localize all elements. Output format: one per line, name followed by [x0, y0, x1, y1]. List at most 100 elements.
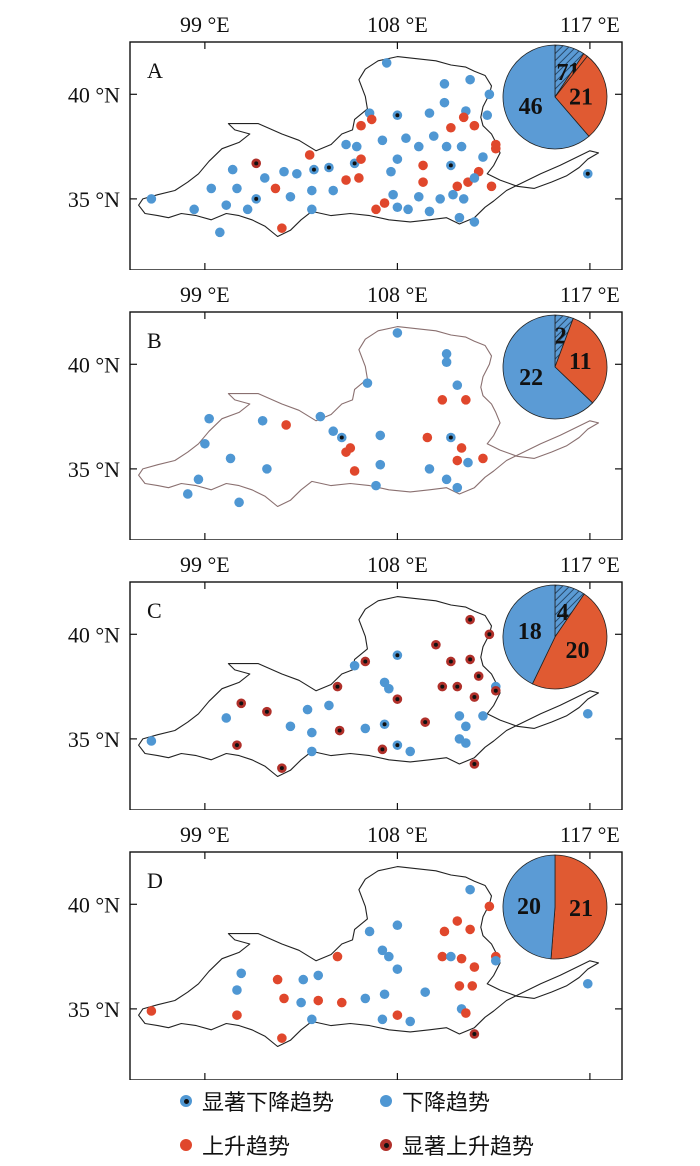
basin-outline: [138, 326, 600, 508]
station-marker: [452, 455, 463, 466]
decline-marker-icon: [380, 1095, 392, 1107]
station-marker: [349, 660, 360, 671]
lon-label: 117 °E: [560, 822, 620, 847]
significance-dot: [472, 761, 477, 766]
significance-dot: [487, 632, 492, 637]
station-marker: [465, 884, 475, 895]
station-marker: [420, 987, 431, 997]
station-marker: [341, 175, 351, 185]
station-marker: [482, 110, 493, 121]
station-marker: [351, 141, 362, 152]
station-marker: [313, 995, 324, 1006]
station-marker: [307, 746, 317, 757]
legend-item-rise: 上升趋势: [180, 1129, 290, 1161]
pie-label: 4: [557, 600, 569, 626]
station-marker: [193, 474, 204, 485]
significance-dot: [352, 161, 357, 166]
pie-label: 7: [557, 60, 569, 86]
map-panel-a: 99 °E 108 °E 117 °E 40 °N 35 °N A 7 1 21 46: [0, 0, 700, 270]
sig-rise-marker-icon: [380, 1139, 392, 1151]
station-marker: [582, 978, 593, 989]
station-marker: [413, 191, 424, 202]
station-marker: [313, 970, 324, 981]
pie-label: 11: [569, 349, 592, 375]
map-svg: 99 °E 108 °E 117 °E 40 °N 35 °N D 21 20: [68, 822, 623, 1080]
lon-label: 99 °E: [180, 282, 230, 307]
station-marker: [377, 135, 388, 146]
station-marker: [384, 683, 394, 694]
station-marker: [418, 160, 428, 171]
station-marker: [232, 183, 242, 194]
station-marker: [356, 154, 366, 164]
station-marker: [366, 114, 377, 125]
map-frame: [129, 851, 623, 1080]
station-marker: [388, 189, 398, 200]
station-marker: [206, 183, 217, 194]
station-marker: [146, 736, 157, 746]
station-marker: [484, 89, 495, 100]
station-marker: [221, 713, 232, 723]
station-marker: [392, 1010, 403, 1020]
significance-dot: [326, 165, 331, 170]
lat-label: 35 °N: [68, 457, 120, 482]
station-marker: [439, 79, 450, 89]
station-marker: [424, 206, 435, 217]
lat-label: 40 °N: [68, 622, 120, 647]
station-marker: [262, 464, 272, 474]
lon-label: 99 °E: [180, 12, 230, 37]
station-marker: [349, 466, 360, 476]
station-marker: [439, 926, 450, 937]
station-marker: [424, 108, 435, 118]
station-marker: [360, 993, 371, 1004]
significance-dot: [395, 653, 400, 658]
significance-dot: [476, 674, 481, 679]
station-marker: [486, 181, 497, 192]
station-marker: [392, 920, 403, 931]
station-marker: [371, 480, 381, 491]
legend-label: 显著上升趋势: [402, 1134, 535, 1159]
station-marker: [413, 141, 424, 152]
significance-dot: [448, 435, 453, 440]
station-marker: [277, 1033, 287, 1043]
station-marker: [221, 200, 232, 210]
station-marker: [362, 378, 373, 388]
station-marker: [386, 166, 396, 177]
station-marker: [200, 438, 210, 449]
station-marker: [454, 212, 465, 223]
significance-dot: [585, 171, 590, 176]
station-marker: [461, 721, 471, 732]
significance-dot: [239, 701, 244, 706]
station-marker: [446, 951, 456, 962]
significance-dot: [395, 697, 400, 702]
pie-slice-decline: [502, 854, 556, 960]
station-marker: [456, 443, 467, 453]
station-marker: [298, 974, 309, 985]
station-marker: [446, 122, 456, 133]
station-marker: [377, 1014, 388, 1025]
station-marker: [461, 1008, 471, 1018]
station-marker: [441, 474, 452, 485]
lon-label: 117 °E: [560, 282, 620, 307]
significance-dot: [493, 688, 498, 693]
pie-label: 18: [518, 619, 542, 645]
station-marker: [463, 457, 473, 468]
map-svg: 99 °E 108 °E 117 °E 40 °N 35 °N C 4 20 18: [68, 552, 623, 810]
significance-dot: [440, 684, 445, 689]
station-marker: [405, 746, 416, 757]
panel-letter: C: [147, 598, 162, 623]
station-marker: [456, 953, 467, 964]
sig-decline-marker-icon: [180, 1095, 192, 1107]
significance-dot: [254, 161, 259, 166]
lat-label: 35 °N: [68, 187, 120, 212]
station-marker: [422, 432, 433, 443]
station-marker: [392, 964, 403, 974]
station-marker: [234, 497, 244, 508]
trend-pie: 21 20: [502, 854, 608, 960]
station-marker: [454, 981, 465, 991]
station-marker: [307, 185, 317, 196]
legend-label: 上升趋势: [202, 1134, 291, 1159]
station-marker: [324, 700, 334, 711]
